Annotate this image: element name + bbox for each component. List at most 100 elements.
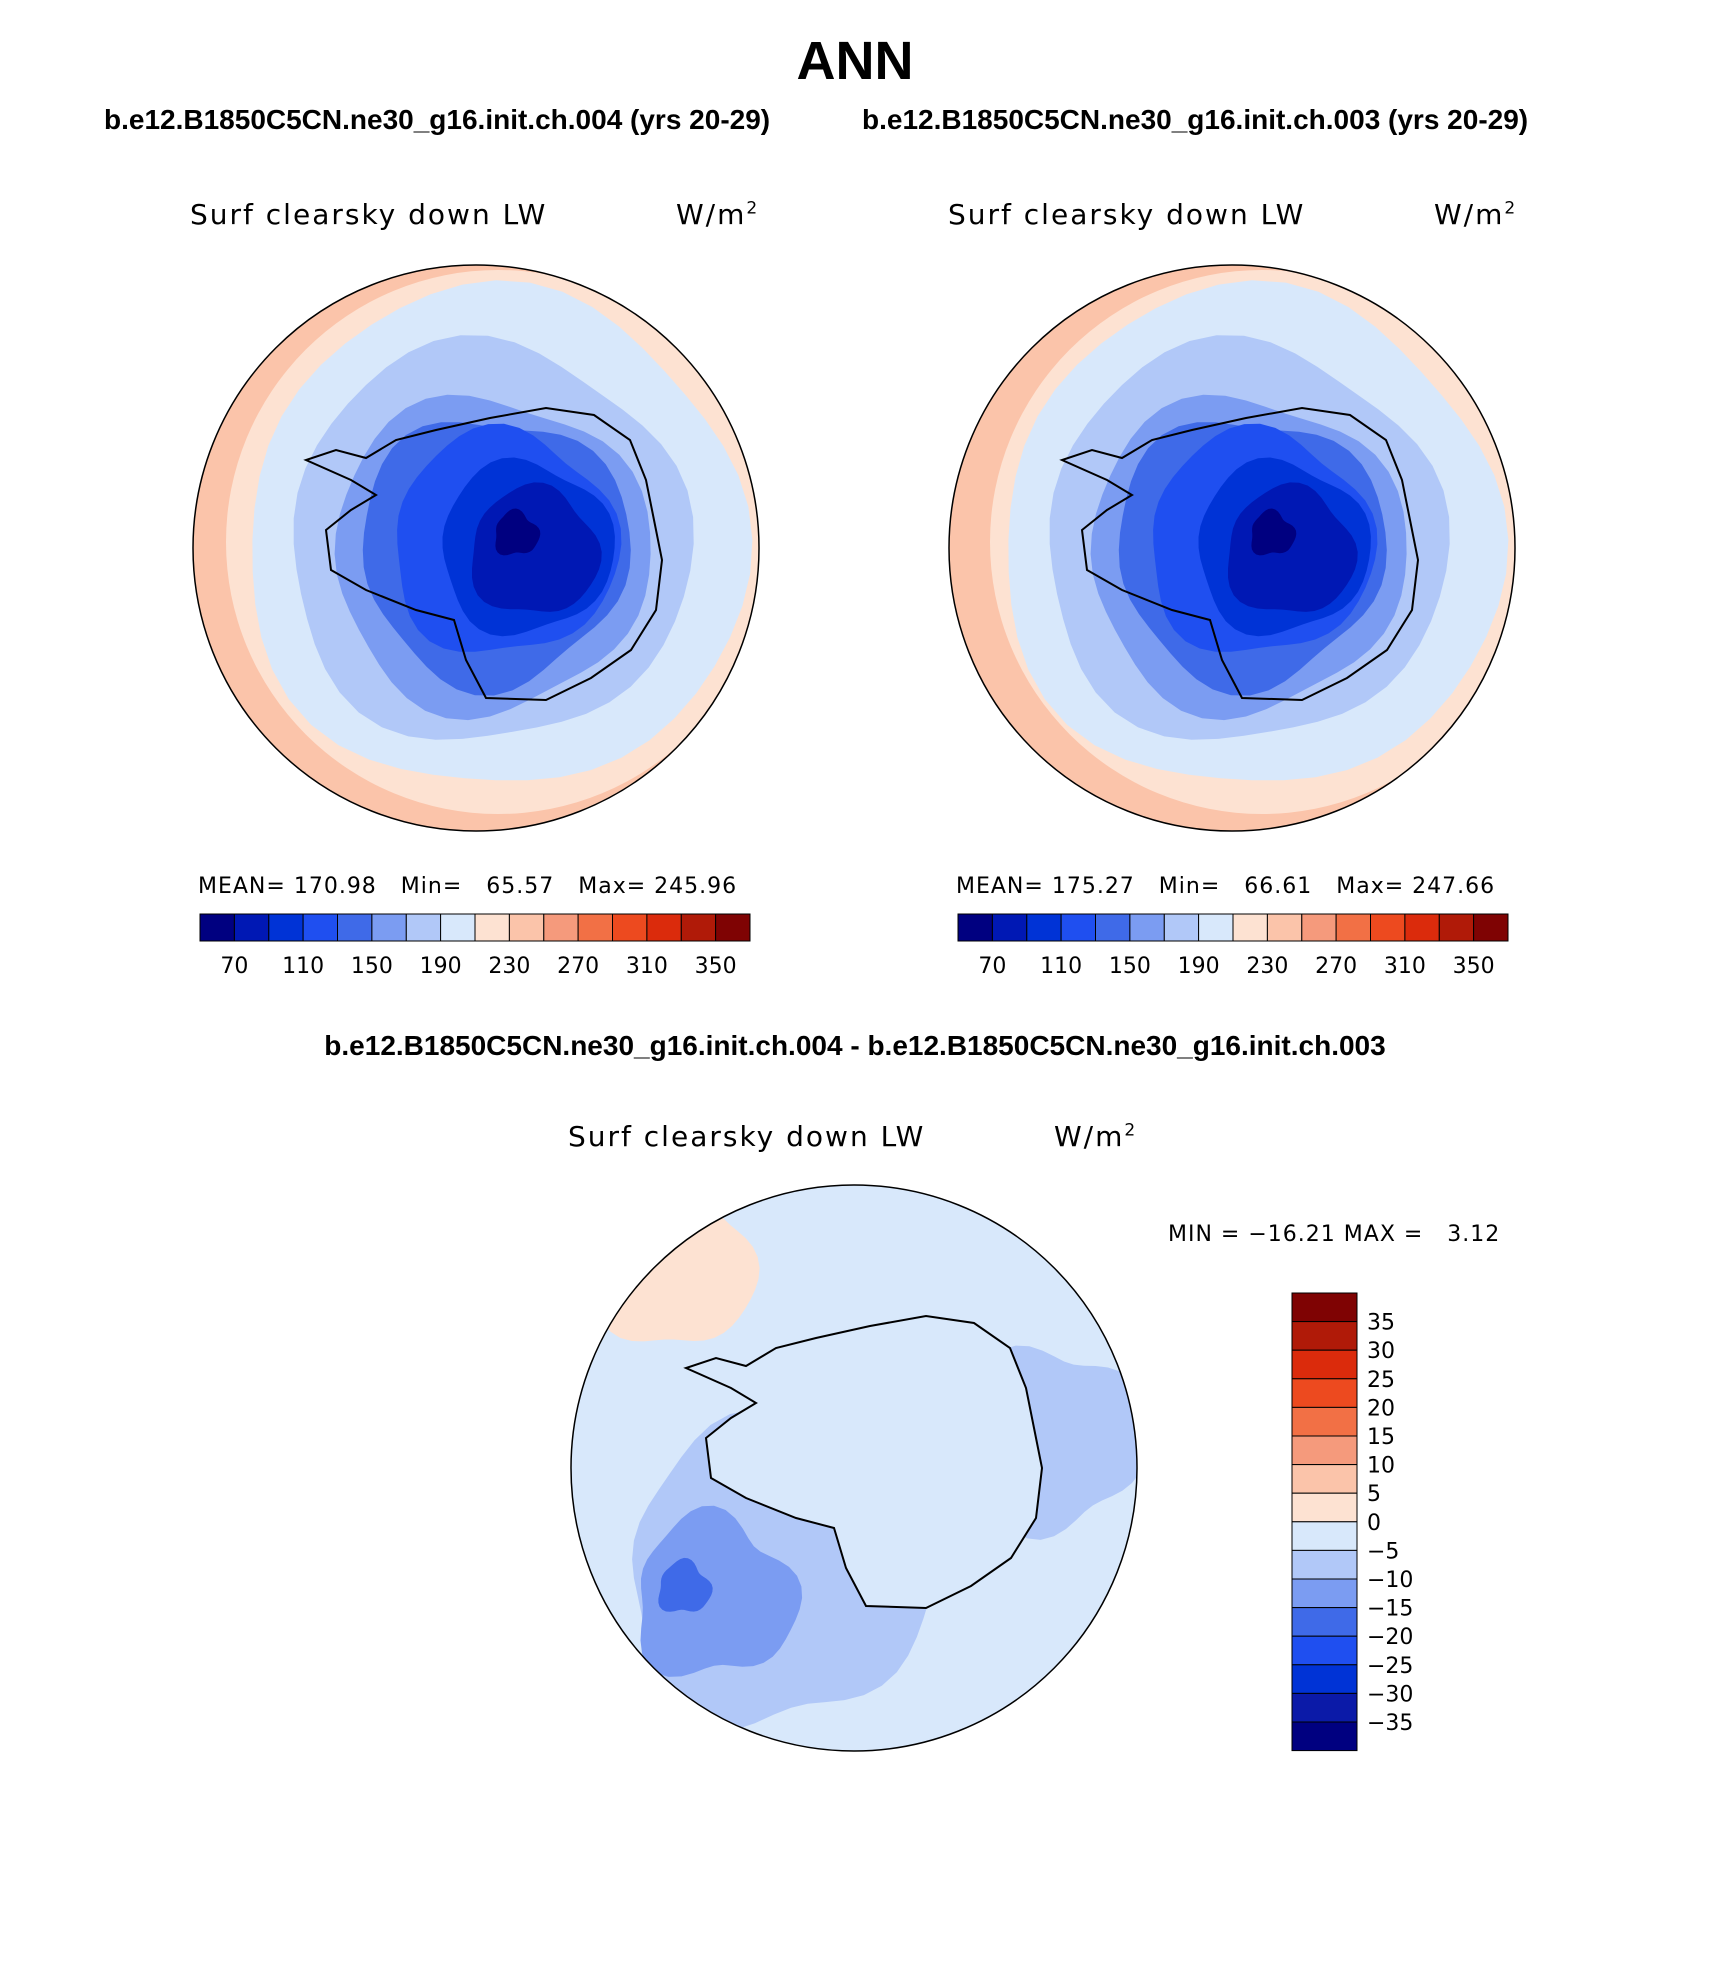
colorbar-swatch bbox=[1291, 1378, 1358, 1408]
colorbar-swatch bbox=[1291, 1721, 1358, 1752]
case-title-right: b.e12.B1850C5CN.ne30_g16.init.ch.003 (yr… bbox=[862, 104, 1529, 135]
colorbar-swatch bbox=[991, 913, 1028, 942]
colorbar-swatch bbox=[1291, 1635, 1358, 1666]
colorbar-tick-label: −5 bbox=[1367, 1539, 1399, 1564]
colorbar-swatch bbox=[715, 913, 751, 942]
colorbar-swatch bbox=[1266, 913, 1303, 942]
contour-90 bbox=[472, 482, 602, 612]
colorbar-tick-label: −15 bbox=[1367, 1597, 1413, 1622]
colorbar-tick-label: 30 bbox=[1367, 1339, 1395, 1364]
colorbar-swatch bbox=[1291, 1464, 1358, 1494]
contour-70 bbox=[495, 508, 541, 556]
colorbar-swatch bbox=[474, 913, 510, 942]
map-panel-diff bbox=[570, 1184, 1138, 1752]
colorbar-panel-1: 70 110 150 190 230 270 310 350 bbox=[199, 913, 751, 979]
colorbar-swatch bbox=[405, 913, 442, 942]
colorbar-swatch bbox=[1438, 913, 1475, 942]
colorbar-tick-label: 190 bbox=[1178, 954, 1220, 979]
colorbar-tick-label: 70 bbox=[978, 954, 1006, 979]
colorbar-swatch bbox=[1026, 913, 1062, 942]
colorbar-tick-label: 310 bbox=[626, 954, 668, 979]
map-panel-1 bbox=[192, 264, 760, 832]
colorbar-swatch bbox=[543, 913, 579, 942]
colorbar-swatch bbox=[680, 913, 717, 942]
colorbar-tick-label: −35 bbox=[1367, 1711, 1413, 1736]
colorbar-swatch bbox=[1291, 1435, 1358, 1466]
colorbar-tick-label: 310 bbox=[1384, 954, 1426, 979]
colorbar-swatch bbox=[199, 913, 235, 942]
panel1-units: W/m2 bbox=[676, 198, 758, 231]
colorbar-swatch bbox=[1198, 913, 1234, 942]
colorbar-swatch bbox=[302, 913, 339, 942]
colorbar-swatch bbox=[337, 913, 373, 942]
colorbar-tick-label: 5 bbox=[1367, 1482, 1381, 1507]
panel1-stats: MEAN= 170.98 Min= 65.57 Max= 245.96 bbox=[198, 874, 738, 899]
colorbar-swatch bbox=[233, 913, 270, 942]
map-fill bbox=[949, 265, 1515, 831]
colorbar-tick-label: −30 bbox=[1367, 1682, 1413, 1707]
contour-pos-5 bbox=[597, 1185, 760, 1342]
colorbar-tick-label: 190 bbox=[420, 954, 462, 979]
colorbar-swatch bbox=[1163, 913, 1200, 942]
coastline bbox=[303, 406, 664, 702]
colorbar-tick-label: 230 bbox=[488, 954, 530, 979]
colorbar-swatch bbox=[1291, 1406, 1358, 1437]
colorbar-swatch bbox=[1301, 913, 1337, 942]
colorbar-swatch bbox=[612, 913, 648, 942]
colorbar-tick-label: 20 bbox=[1367, 1396, 1395, 1421]
colorbar-swatch bbox=[1291, 1607, 1358, 1637]
colorbar-tick-label: 110 bbox=[1040, 954, 1082, 979]
map-fill bbox=[193, 265, 759, 831]
contour-neg-10 bbox=[640, 1505, 803, 1677]
map-border bbox=[570, 1184, 1138, 1752]
colorbar-swatch bbox=[1291, 1321, 1358, 1351]
colorbar-tick-label: −20 bbox=[1367, 1625, 1413, 1650]
colorbar-swatch bbox=[1335, 913, 1371, 942]
colorbar-diff: 35 30 25 20 15 10 5 0 −5 −10 −15 −20 −25 −30 −35 bbox=[1291, 1292, 1413, 1752]
contour-90 bbox=[1228, 482, 1358, 612]
colorbar-swatch bbox=[1291, 1292, 1358, 1323]
colorbar-swatch bbox=[646, 913, 682, 942]
colorbar-tick-label: 350 bbox=[695, 954, 737, 979]
colorbar-swatch bbox=[1291, 1549, 1358, 1580]
panel2-variable: Surf clearsky down LW bbox=[948, 198, 1306, 231]
panel2-units: W/m2 bbox=[1434, 198, 1516, 231]
map-panel-2 bbox=[948, 264, 1516, 832]
colorbar-swatch bbox=[268, 913, 304, 942]
colorbar-swatch bbox=[1404, 913, 1440, 942]
colorbar-tick-label: 70 bbox=[220, 954, 248, 979]
coastline bbox=[683, 1314, 1044, 1610]
colorbar-swatch bbox=[1291, 1492, 1358, 1523]
colorbar-swatch bbox=[1291, 1349, 1358, 1380]
colorbar-tick-label: 230 bbox=[1246, 954, 1288, 979]
colorbar-swatch bbox=[1370, 913, 1406, 942]
colorbar-swatch bbox=[1129, 913, 1165, 942]
colorbar-tick-label: −25 bbox=[1367, 1654, 1413, 1679]
colorbar-tick-label: 15 bbox=[1367, 1425, 1395, 1450]
colorbar-swatch bbox=[1291, 1664, 1358, 1694]
panel2-stats: MEAN= 175.27 Min= 66.61 Max= 247.66 bbox=[956, 874, 1496, 899]
diff-units: W/m2 bbox=[1054, 1120, 1136, 1153]
colorbar-tick-label: 0 bbox=[1367, 1511, 1381, 1536]
diff-stats: MIN = −16.21 MAX = 3.12 bbox=[1168, 1222, 1501, 1247]
colorbar-swatch bbox=[371, 913, 407, 942]
colorbar-swatch bbox=[1291, 1692, 1358, 1723]
colorbar-tick-label: 350 bbox=[1453, 954, 1495, 979]
colorbar-swatch bbox=[1095, 913, 1131, 942]
colorbar-tick-label: 25 bbox=[1367, 1368, 1395, 1393]
colorbar-tick-label: 35 bbox=[1367, 1311, 1395, 1336]
colorbar-swatch bbox=[577, 913, 613, 942]
colorbar-swatch bbox=[440, 913, 476, 942]
colorbar-swatch bbox=[1060, 913, 1096, 942]
colorbar-swatch bbox=[1291, 1578, 1358, 1609]
colorbar-tick-label: 270 bbox=[1315, 954, 1357, 979]
panel1-variable: Surf clearsky down LW bbox=[190, 198, 548, 231]
colorbar-swatch bbox=[1232, 913, 1268, 942]
colorbar-tick-label: 270 bbox=[557, 954, 599, 979]
main-title: ANN bbox=[796, 31, 914, 91]
map-border bbox=[948, 264, 1516, 832]
colorbar-tick-label: −10 bbox=[1367, 1568, 1413, 1593]
map-border bbox=[192, 264, 760, 832]
colorbar-swatch bbox=[1473, 913, 1509, 942]
